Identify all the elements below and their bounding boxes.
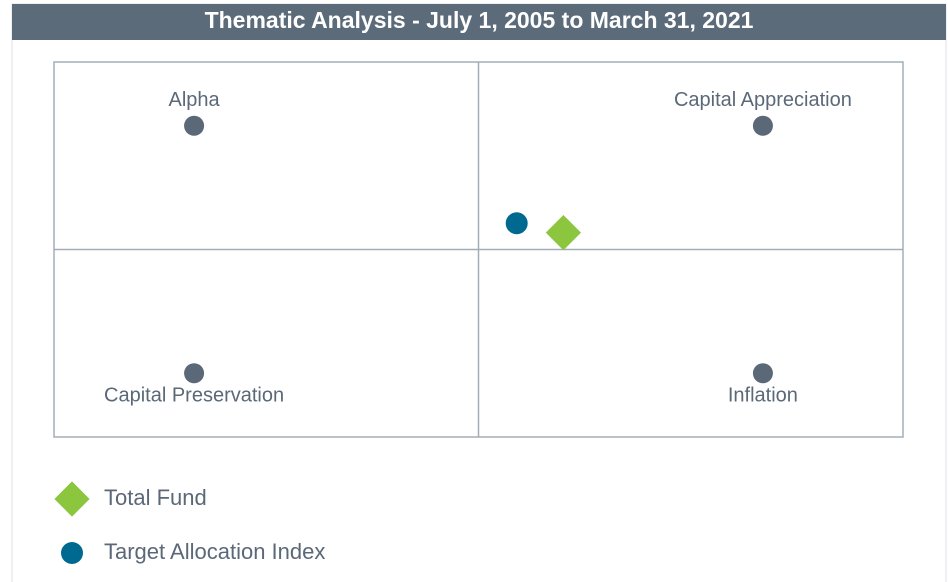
theme-label: Capital Appreciation: [674, 89, 852, 111]
legend-label: Total Fund: [104, 485, 207, 510]
legend-marker: [61, 542, 83, 564]
data-point: [505, 212, 528, 235]
theme-point: [752, 363, 773, 384]
legend-marker: [54, 481, 90, 517]
theme-label: Inflation: [728, 385, 798, 407]
data-point: [545, 215, 581, 251]
theme-point: [752, 115, 773, 136]
theme-label: Capital Preservation: [104, 385, 284, 407]
theme-label: Alpha: [169, 89, 221, 111]
chart-title: Thematic Analysis - July 1, 2005 to Marc…: [205, 7, 754, 33]
theme-point: [184, 363, 205, 384]
title-bar: [12, 4, 946, 40]
legend-label: Target Allocation Index: [104, 539, 325, 564]
theme-point: [184, 115, 205, 136]
